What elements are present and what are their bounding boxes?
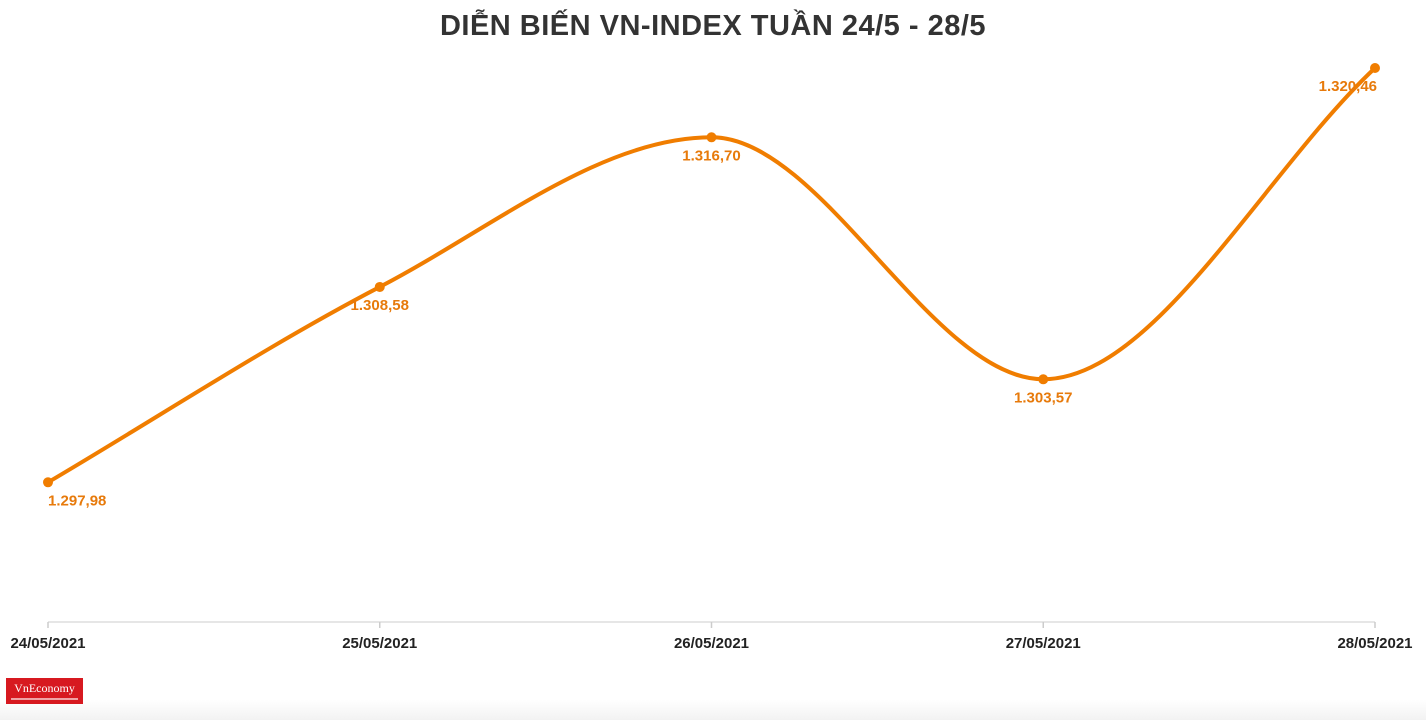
vneconomy-logo: VnEconomy (6, 678, 83, 704)
series-line (46, 66, 1377, 485)
chart-title: DIỄN BIẾN VN-INDEX TUẦN 24/5 - 28/5 (439, 10, 987, 42)
x-tick-label: 25/05/2021 (342, 635, 417, 652)
data-label: 1.297,98 (48, 492, 106, 509)
data-label: 1.308,58 (351, 297, 409, 314)
data-labels: 1.297,98 1.308,58 1.316,70 1.303,57 1.320,46 (48, 78, 1377, 509)
logo-tagline (11, 698, 78, 700)
x-tick-label: 24/05/2021 (10, 635, 85, 652)
x-tick-label: 26/05/2021 (674, 635, 749, 652)
data-point[interactable] (706, 132, 717, 143)
data-label: 1.303,57 (1014, 389, 1072, 406)
x-tick-label: 27/05/2021 (1006, 635, 1081, 652)
data-point[interactable] (43, 477, 53, 488)
x-axis: 24/05/2021 25/05/2021 26/05/2021 27/05/2021… (10, 621, 1413, 652)
data-points (43, 63, 1380, 488)
data-label: 1.316,70 (682, 147, 740, 164)
data-point[interactable] (1038, 374, 1049, 385)
series-path (46, 66, 1377, 485)
x-tick-label: 28/05/2021 (1337, 635, 1412, 652)
data-label: 1.320,46 (1319, 78, 1377, 95)
footer-bar (0, 700, 1426, 720)
data-point[interactable] (1370, 63, 1380, 73)
logo-text: VnEconomy (14, 681, 75, 695)
data-point[interactable] (374, 281, 385, 292)
